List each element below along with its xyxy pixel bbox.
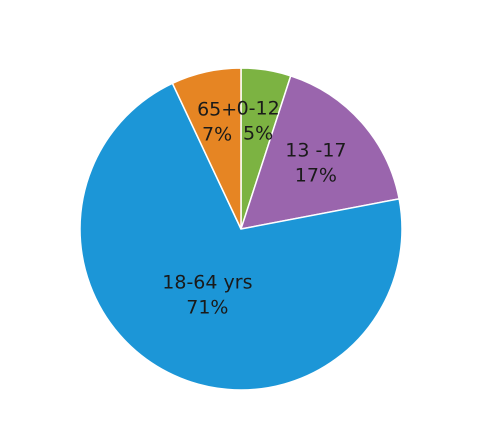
slice-category-label: 65+ <box>197 99 237 121</box>
slice-percent-label: 71% <box>186 296 228 318</box>
pie-slice-2 <box>239 74 401 230</box>
pie-slice-3 <box>79 82 403 391</box>
pie-labels: 0-12 5% 13 -17 17% 18-64 yrs 71% 65+ 7% <box>162 97 346 318</box>
slice-category-label: 0-12 <box>237 97 280 119</box>
slice-percent-label: 7% <box>202 124 232 146</box>
slice-percent-label: 5% <box>243 122 273 144</box>
pie-slice-4 <box>171 67 242 230</box>
slice-category-label: 18-64 yrs <box>162 271 252 293</box>
slice-category-label: 13 -17 <box>285 139 346 161</box>
pie-slices <box>79 67 403 391</box>
slice-percent-label: 17% <box>295 164 337 186</box>
